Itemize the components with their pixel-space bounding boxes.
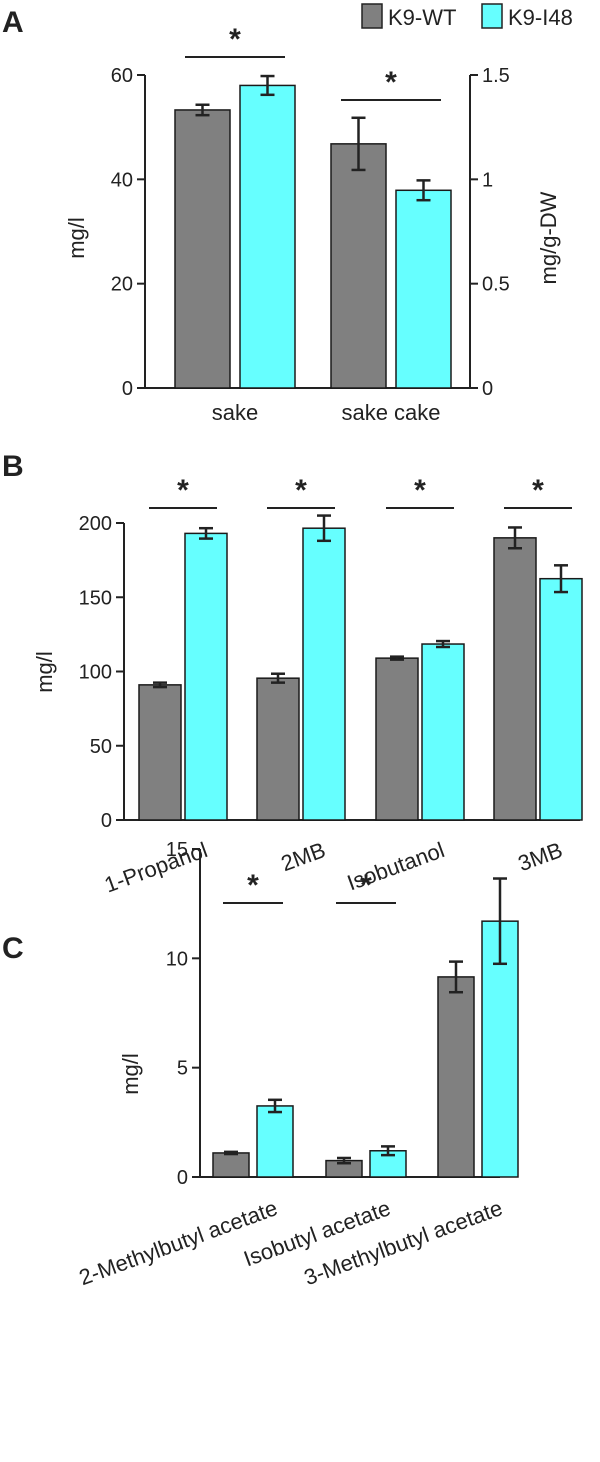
legend-label-k9-i48: K9-I48 [508, 5, 573, 30]
panel-b-bar-k9-i48-1-propanol [184, 532, 228, 821]
panel-b-y-tick-label: 0 [101, 810, 112, 832]
panel-c-error-bar-k9-i48-2-methylbutyl-acetate [268, 1098, 282, 1114]
panel-c-y-tick-label: 15 [166, 839, 188, 861]
panel-a-y-tick-label: 20 [111, 274, 133, 296]
panel-b-bar-k9-i48-isobutanol [421, 643, 465, 821]
panel-a-y2-tick-label: 1.5 [482, 65, 510, 87]
panel-b-bar-k9-wt-2mb [256, 677, 300, 821]
panel-b-error-bar-k9-i48-isobutanol [436, 639, 450, 649]
panel-a-y-tick-label: 0 [122, 378, 133, 400]
panel-c-category-label: 3-Methylbutyl acetate [301, 1195, 506, 1290]
panel-a-error-bar-k9-wt-sake [195, 103, 210, 117]
y-axis-title-b: mg/l [32, 651, 57, 693]
panel-a-y2-tick-label: 0.5 [482, 274, 510, 296]
y-axis-title-c: mg/l [118, 1053, 143, 1095]
panel-a-y2-tick-label: 1 [482, 169, 493, 191]
panel-b-y-tick-label: 50 [90, 736, 112, 758]
panel-c-error-bar-k9-i48-3-methylbutyl-acetate [493, 877, 507, 966]
panel-a-error-bar-k9-i48-sake [260, 74, 275, 97]
y2-axis-title-a: mg/g-DW [536, 191, 561, 284]
panel-a-y2-tick-label: 0 [482, 378, 493, 400]
legend: K9-WT K9-I48 [361, 3, 573, 30]
panel-c-bar-k9-wt-2-methylbutyl-acetate [212, 1152, 250, 1178]
panel-c-y-tick-label: 0 [177, 1167, 188, 1189]
panel-a-significance-star: * [229, 23, 241, 56]
panel-b-bar-k9-i48-3mb [539, 577, 583, 821]
panel-a-y-tick-label: 60 [111, 65, 133, 87]
panel-b-significance-star: * [414, 474, 426, 507]
panel-a-bar-k9-i48-sake [239, 84, 296, 389]
panel-b-bar-k9-wt-3mb [493, 537, 537, 821]
panel-b-category-label: 3MB [515, 837, 566, 876]
panel-a-bar-k9-i48-sake-cake [395, 189, 452, 389]
panel-c-y-tick-label: 10 [166, 948, 188, 970]
panel-b-error-bar-k9-wt-isobutanol [390, 655, 404, 661]
panel-letter-b: B [2, 450, 24, 483]
legend-label-k9-wt: K9-WT [388, 5, 456, 30]
panel-c-error-bar-k9-wt-2-methylbutyl-acetate [224, 1150, 238, 1156]
panel-b-error-bar-k9-i48-2mb [317, 514, 331, 543]
panel-b-error-bar-k9-wt-3mb [508, 526, 522, 550]
panel-letter-a: A [2, 6, 24, 39]
panel-b-y-tick-label: 100 [79, 662, 112, 684]
panel-b-category-label: 2MB [278, 837, 329, 876]
panel-letter-c: C [2, 932, 24, 965]
panel-c-significance-star: * [247, 869, 259, 902]
panel-b-bar-k9-wt-isobutanol [375, 657, 419, 821]
panel-b-significance-star: * [177, 474, 189, 507]
panel-c-error-bar-k9-wt-isobutyl-acetate [337, 1156, 351, 1165]
panel-a-error-bar-k9-i48-sake-cake [416, 179, 431, 202]
panel-b-significance-star: * [532, 474, 544, 507]
panel-a-significance-star: * [385, 66, 397, 99]
panel-b-bar-k9-i48-2mb [302, 527, 346, 821]
panel-c-bar-k9-wt-3-methylbutyl-acetate [437, 976, 475, 1178]
panel-c-error-bar-k9-wt-3-methylbutyl-acetate [449, 960, 463, 994]
panel-b-error-bar-k9-wt-2mb [271, 672, 285, 684]
panel-b-significance-star: * [295, 474, 307, 507]
panel-c-category-label: 2-Methylbutyl acetate [76, 1195, 281, 1290]
panel-c-significance-star: * [360, 869, 372, 902]
panel-b-y-tick-label: 200 [79, 513, 112, 535]
legend-swatch-k9-wt [361, 3, 383, 29]
panel-b-y-tick-label: 150 [79, 587, 112, 609]
panel-a-category-label: sake cake [341, 400, 440, 425]
panel-a-bar-k9-wt-sake [174, 109, 231, 389]
panel-c-y-tick-label: 5 [177, 1058, 188, 1080]
panel-b-error-bar-k9-i48-1-propanol [199, 526, 213, 540]
panel-c-bar-k9-i48-2-methylbutyl-acetate [256, 1105, 294, 1178]
panel-a-y-tick-label: 40 [111, 169, 133, 191]
y-axis-title-a: mg/l [64, 217, 89, 259]
legend-swatch-k9-i48 [481, 3, 503, 29]
panel-a-category-label: sake [212, 400, 258, 425]
panel-b-category-label: 1-Propanol [101, 837, 211, 897]
panel-c-error-bar-k9-i48-isobutyl-acetate [381, 1145, 395, 1157]
panel-b-error-bar-k9-wt-1-propanol [153, 681, 167, 689]
panel-b-error-bar-k9-i48-3mb [554, 564, 568, 594]
chart-panel-a: 0 20 40 60 0 0.5 1 1.5 sake sake cake * * [111, 23, 510, 425]
panel-a-error-bar-k9-wt-sake-cake [351, 116, 366, 172]
panel-a-bar-k9-wt-sake-cake [330, 143, 387, 389]
panel-b-bar-k9-wt-1-propanol [138, 684, 182, 821]
